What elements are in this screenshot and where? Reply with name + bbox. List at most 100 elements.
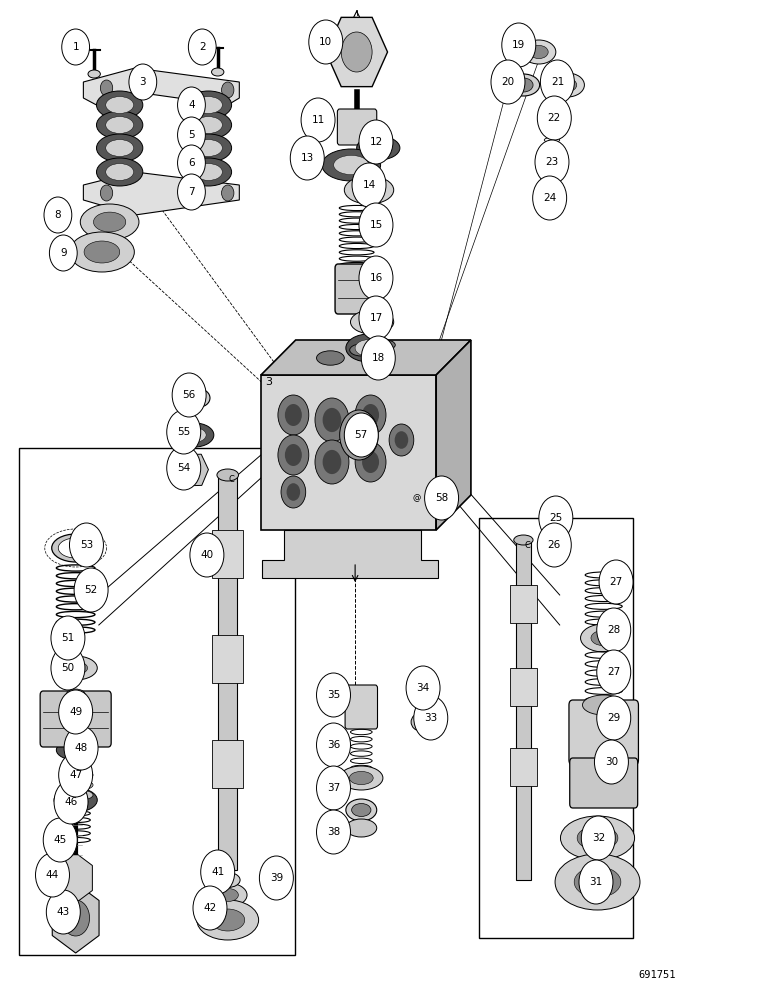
Circle shape	[599, 560, 633, 604]
Text: 37: 37	[327, 783, 340, 793]
Text: 1: 1	[73, 42, 79, 52]
Ellipse shape	[217, 888, 239, 902]
Circle shape	[315, 440, 349, 484]
Ellipse shape	[54, 656, 97, 680]
Circle shape	[537, 96, 571, 140]
Ellipse shape	[555, 854, 640, 910]
Text: 26: 26	[547, 540, 561, 550]
Text: 55: 55	[177, 427, 191, 437]
Ellipse shape	[88, 70, 100, 78]
Circle shape	[597, 650, 631, 694]
Text: 22: 22	[547, 113, 561, 123]
Ellipse shape	[64, 661, 87, 675]
Ellipse shape	[84, 241, 120, 263]
Ellipse shape	[93, 212, 126, 232]
Circle shape	[350, 423, 368, 447]
Circle shape	[100, 185, 113, 201]
Ellipse shape	[361, 315, 384, 329]
Text: 33: 33	[424, 713, 438, 723]
Text: 18: 18	[371, 353, 385, 363]
Polygon shape	[479, 518, 633, 938]
Text: 16: 16	[369, 273, 383, 283]
Circle shape	[178, 145, 205, 181]
Text: 8: 8	[55, 210, 61, 220]
Circle shape	[62, 29, 90, 65]
Circle shape	[359, 120, 393, 164]
Polygon shape	[510, 585, 537, 623]
Circle shape	[100, 80, 113, 96]
Polygon shape	[261, 340, 471, 375]
Circle shape	[323, 408, 341, 432]
Ellipse shape	[195, 140, 222, 156]
Circle shape	[201, 850, 235, 894]
Ellipse shape	[66, 770, 93, 780]
Ellipse shape	[69, 232, 134, 272]
Ellipse shape	[197, 900, 259, 940]
Ellipse shape	[195, 117, 222, 133]
Text: 54: 54	[177, 463, 191, 473]
Text: 29: 29	[607, 713, 621, 723]
Polygon shape	[83, 172, 239, 215]
Text: 31: 31	[589, 877, 603, 887]
Ellipse shape	[183, 428, 206, 442]
Ellipse shape	[317, 351, 344, 365]
Circle shape	[43, 818, 77, 862]
Circle shape	[352, 163, 386, 207]
Ellipse shape	[409, 684, 432, 706]
Text: @: @	[413, 493, 421, 502]
Text: C: C	[524, 542, 530, 550]
Ellipse shape	[106, 140, 134, 156]
Circle shape	[129, 64, 157, 100]
Polygon shape	[261, 375, 436, 530]
Text: 15: 15	[369, 220, 383, 230]
Ellipse shape	[59, 538, 93, 558]
Ellipse shape	[522, 40, 556, 64]
Text: 46: 46	[64, 797, 78, 807]
Ellipse shape	[63, 793, 89, 807]
Ellipse shape	[106, 164, 134, 180]
Circle shape	[36, 853, 69, 897]
Circle shape	[361, 336, 395, 380]
Circle shape	[394, 431, 408, 449]
Text: 12: 12	[369, 137, 383, 147]
Text: 36: 36	[327, 740, 340, 750]
Text: 38: 38	[327, 827, 340, 837]
Circle shape	[355, 395, 386, 435]
Circle shape	[579, 860, 613, 904]
Ellipse shape	[66, 780, 93, 790]
Ellipse shape	[577, 826, 618, 850]
Circle shape	[301, 98, 335, 142]
Circle shape	[597, 696, 631, 740]
Polygon shape	[218, 475, 237, 870]
Circle shape	[362, 404, 379, 426]
Ellipse shape	[66, 790, 93, 800]
Circle shape	[51, 616, 85, 660]
Ellipse shape	[185, 158, 232, 186]
Ellipse shape	[344, 176, 394, 204]
Ellipse shape	[195, 164, 222, 180]
Text: 6: 6	[188, 158, 195, 168]
Circle shape	[49, 235, 77, 271]
Circle shape	[259, 856, 293, 900]
Text: 27: 27	[607, 667, 621, 677]
Ellipse shape	[574, 867, 621, 897]
Circle shape	[406, 666, 440, 710]
Ellipse shape	[346, 819, 377, 837]
Text: 42: 42	[203, 903, 217, 913]
Ellipse shape	[80, 204, 139, 240]
Text: 21: 21	[550, 77, 564, 87]
Circle shape	[428, 480, 455, 516]
Ellipse shape	[96, 91, 143, 119]
Circle shape	[323, 450, 341, 474]
Ellipse shape	[514, 535, 533, 545]
Circle shape	[188, 29, 216, 65]
Circle shape	[317, 810, 350, 854]
Circle shape	[178, 174, 205, 210]
Text: 48: 48	[74, 743, 88, 753]
Ellipse shape	[66, 689, 86, 701]
Text: 13: 13	[300, 153, 314, 163]
Circle shape	[341, 32, 372, 72]
Circle shape	[278, 435, 309, 475]
Circle shape	[359, 296, 393, 340]
Text: 5: 5	[188, 130, 195, 140]
